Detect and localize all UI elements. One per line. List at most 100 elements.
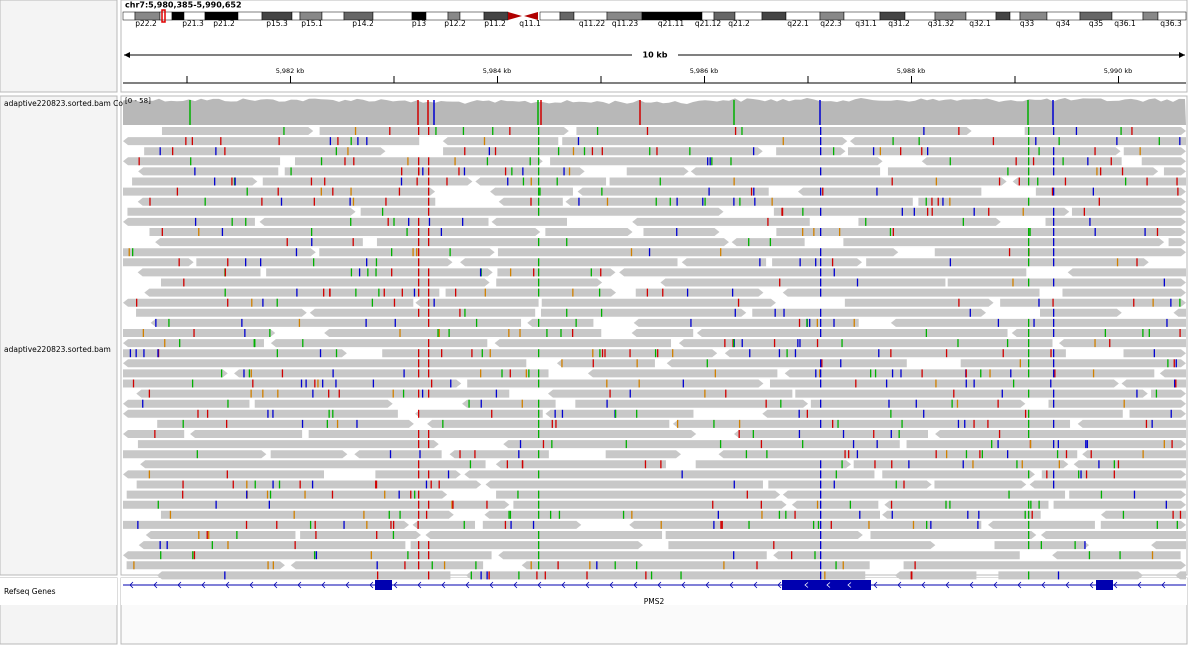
gene-name-row [0, 578, 117, 605]
read [1059, 339, 1186, 348]
mismatch [706, 359, 708, 368]
variant [538, 207, 540, 216]
mismatch [1006, 450, 1009, 459]
mismatch [494, 147, 497, 156]
mismatch [935, 177, 938, 186]
read [136, 389, 510, 398]
mismatch [1113, 470, 1115, 479]
read [521, 561, 870, 570]
read [160, 510, 454, 519]
read [290, 561, 484, 570]
mismatch [506, 460, 509, 469]
variant [820, 359, 822, 368]
mismatch [370, 551, 372, 560]
cytoband-label: p21.3 [182, 19, 204, 28]
mismatch [799, 258, 801, 267]
mismatch [554, 409, 556, 418]
mismatch [682, 379, 684, 388]
mismatch [563, 167, 565, 176]
mismatch [454, 288, 457, 297]
mismatch [568, 167, 571, 176]
mismatch [366, 137, 368, 146]
mismatch [997, 399, 999, 408]
variant [820, 470, 822, 479]
mismatch [1010, 369, 1012, 378]
mismatch [406, 228, 408, 236]
mismatch [143, 349, 145, 358]
mismatch [375, 480, 377, 489]
variant [820, 147, 822, 156]
mismatch [367, 268, 369, 277]
mismatch [211, 541, 213, 550]
mismatch [832, 419, 834, 428]
mismatch [930, 520, 932, 529]
mismatch [246, 490, 248, 499]
mismatch [1133, 490, 1136, 499]
mismatch [942, 197, 944, 206]
mismatch [446, 177, 448, 186]
mismatch [133, 561, 135, 570]
mismatch [708, 187, 710, 196]
mismatch [425, 510, 428, 519]
mismatch [479, 268, 482, 277]
mismatch [802, 440, 804, 449]
read [998, 571, 1144, 580]
mismatch [179, 339, 181, 348]
read [319, 127, 569, 135]
mismatch [660, 520, 662, 529]
read [1035, 187, 1186, 196]
mismatch [533, 268, 535, 277]
variant [428, 389, 430, 398]
strand-arrow [417, 581, 422, 589]
variant [428, 127, 430, 135]
mismatch [1080, 470, 1082, 479]
track-name: adaptive220823.sorted.bam Coverage [4, 99, 149, 108]
mismatch [911, 571, 913, 580]
read [1173, 308, 1186, 317]
read [921, 157, 1122, 166]
read [425, 531, 663, 539]
mismatch [707, 157, 709, 166]
variant [820, 318, 822, 327]
mismatch [997, 318, 1000, 327]
read [562, 137, 848, 146]
variant [1028, 430, 1030, 438]
mismatch [814, 551, 816, 560]
mismatch [1156, 520, 1158, 529]
mismatch [1016, 460, 1018, 469]
mismatch [357, 137, 359, 146]
mismatch [900, 147, 902, 156]
variant [428, 288, 430, 297]
read [576, 127, 972, 135]
mismatch [160, 551, 162, 560]
read [690, 167, 881, 176]
mismatch [1088, 551, 1091, 560]
mismatch [183, 278, 185, 287]
mismatch [231, 217, 233, 226]
variant [1028, 349, 1030, 358]
coverage-range: [0 - 58] [125, 97, 151, 105]
mismatch [438, 329, 440, 337]
mismatch [241, 318, 243, 327]
mismatch [1100, 490, 1103, 499]
mismatch [1085, 440, 1087, 449]
strand-arrow [585, 581, 590, 589]
variant [1028, 419, 1030, 428]
mismatch [462, 217, 464, 226]
mismatch [890, 409, 892, 418]
mismatch [268, 500, 270, 509]
read [123, 430, 185, 438]
mismatch [352, 197, 355, 206]
read [577, 187, 769, 196]
mismatch [815, 258, 817, 267]
strand-arrow [513, 581, 518, 589]
mismatch [572, 147, 575, 156]
mismatch [931, 207, 933, 216]
read [123, 379, 462, 388]
mismatch [717, 510, 719, 519]
read [1071, 207, 1186, 216]
mismatch [926, 207, 929, 216]
read [752, 308, 987, 317]
variant [1028, 541, 1030, 550]
read [784, 369, 1155, 378]
